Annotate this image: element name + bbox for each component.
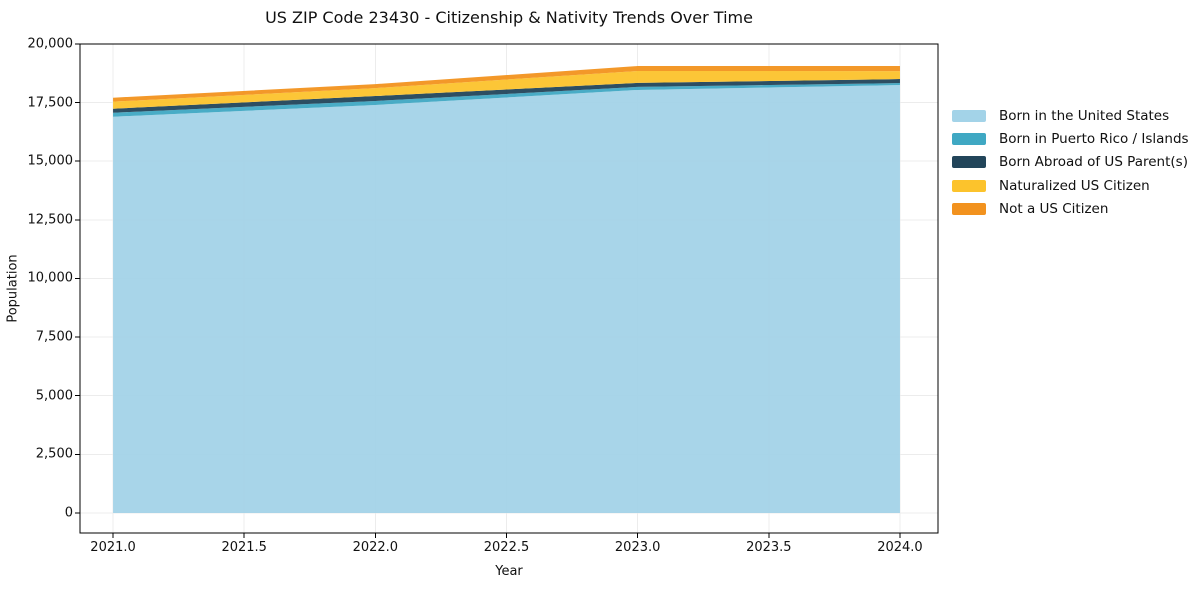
legend-swatch xyxy=(952,133,986,146)
x-tick-label: 2023.5 xyxy=(746,540,792,555)
x-tick-label: 2022.5 xyxy=(483,540,530,555)
legend-label: Naturalized US Citizen xyxy=(999,177,1150,194)
legend-item: Born in the United States xyxy=(952,104,1189,127)
y-tick-label: 5,000 xyxy=(35,388,73,404)
legend: Born in the United States Born in Puerto… xyxy=(952,104,1189,221)
legend-label: Born in the United States xyxy=(999,107,1170,124)
x-axis-label: Year xyxy=(495,564,523,579)
x-tick-label: 2024.0 xyxy=(877,540,923,555)
y-tick-label: 15,000 xyxy=(27,153,74,169)
legend-swatch xyxy=(952,109,986,122)
legend-swatch xyxy=(952,203,986,216)
y-tick-label: 10,000 xyxy=(27,270,74,286)
y-tick-label: 17,500 xyxy=(27,95,74,111)
x-tick-label: 2022.0 xyxy=(352,540,399,555)
legend-label: Born in Puerto Rico / Islands xyxy=(999,131,1189,148)
legend-label: Not a US Citizen xyxy=(999,201,1109,218)
y-tick-label: 12,500 xyxy=(27,212,74,228)
y-tick-label: 0 xyxy=(64,505,73,521)
legend-swatch xyxy=(952,179,986,192)
y-tick-label: 20,000 xyxy=(27,36,74,52)
legend-item: Naturalized US Citizen xyxy=(952,174,1189,197)
x-tick-label: 2023.0 xyxy=(614,540,661,555)
chart-title: US ZIP Code 23430 - Citizenship & Nativi… xyxy=(265,8,753,27)
x-tick-label: 2021.0 xyxy=(90,540,136,555)
legend-item: Born Abroad of US Parent(s) xyxy=(952,151,1189,174)
legend-label: Born Abroad of US Parent(s) xyxy=(999,154,1188,171)
y-tick-label: 2,500 xyxy=(35,446,73,462)
y-tick-label: 7,500 xyxy=(35,329,73,345)
legend-item: Born in Puerto Rico / Islands xyxy=(952,127,1189,150)
legend-swatch xyxy=(952,156,986,169)
x-tick-label: 2021.5 xyxy=(221,540,267,555)
legend-item: Not a US Citizen xyxy=(952,198,1189,221)
